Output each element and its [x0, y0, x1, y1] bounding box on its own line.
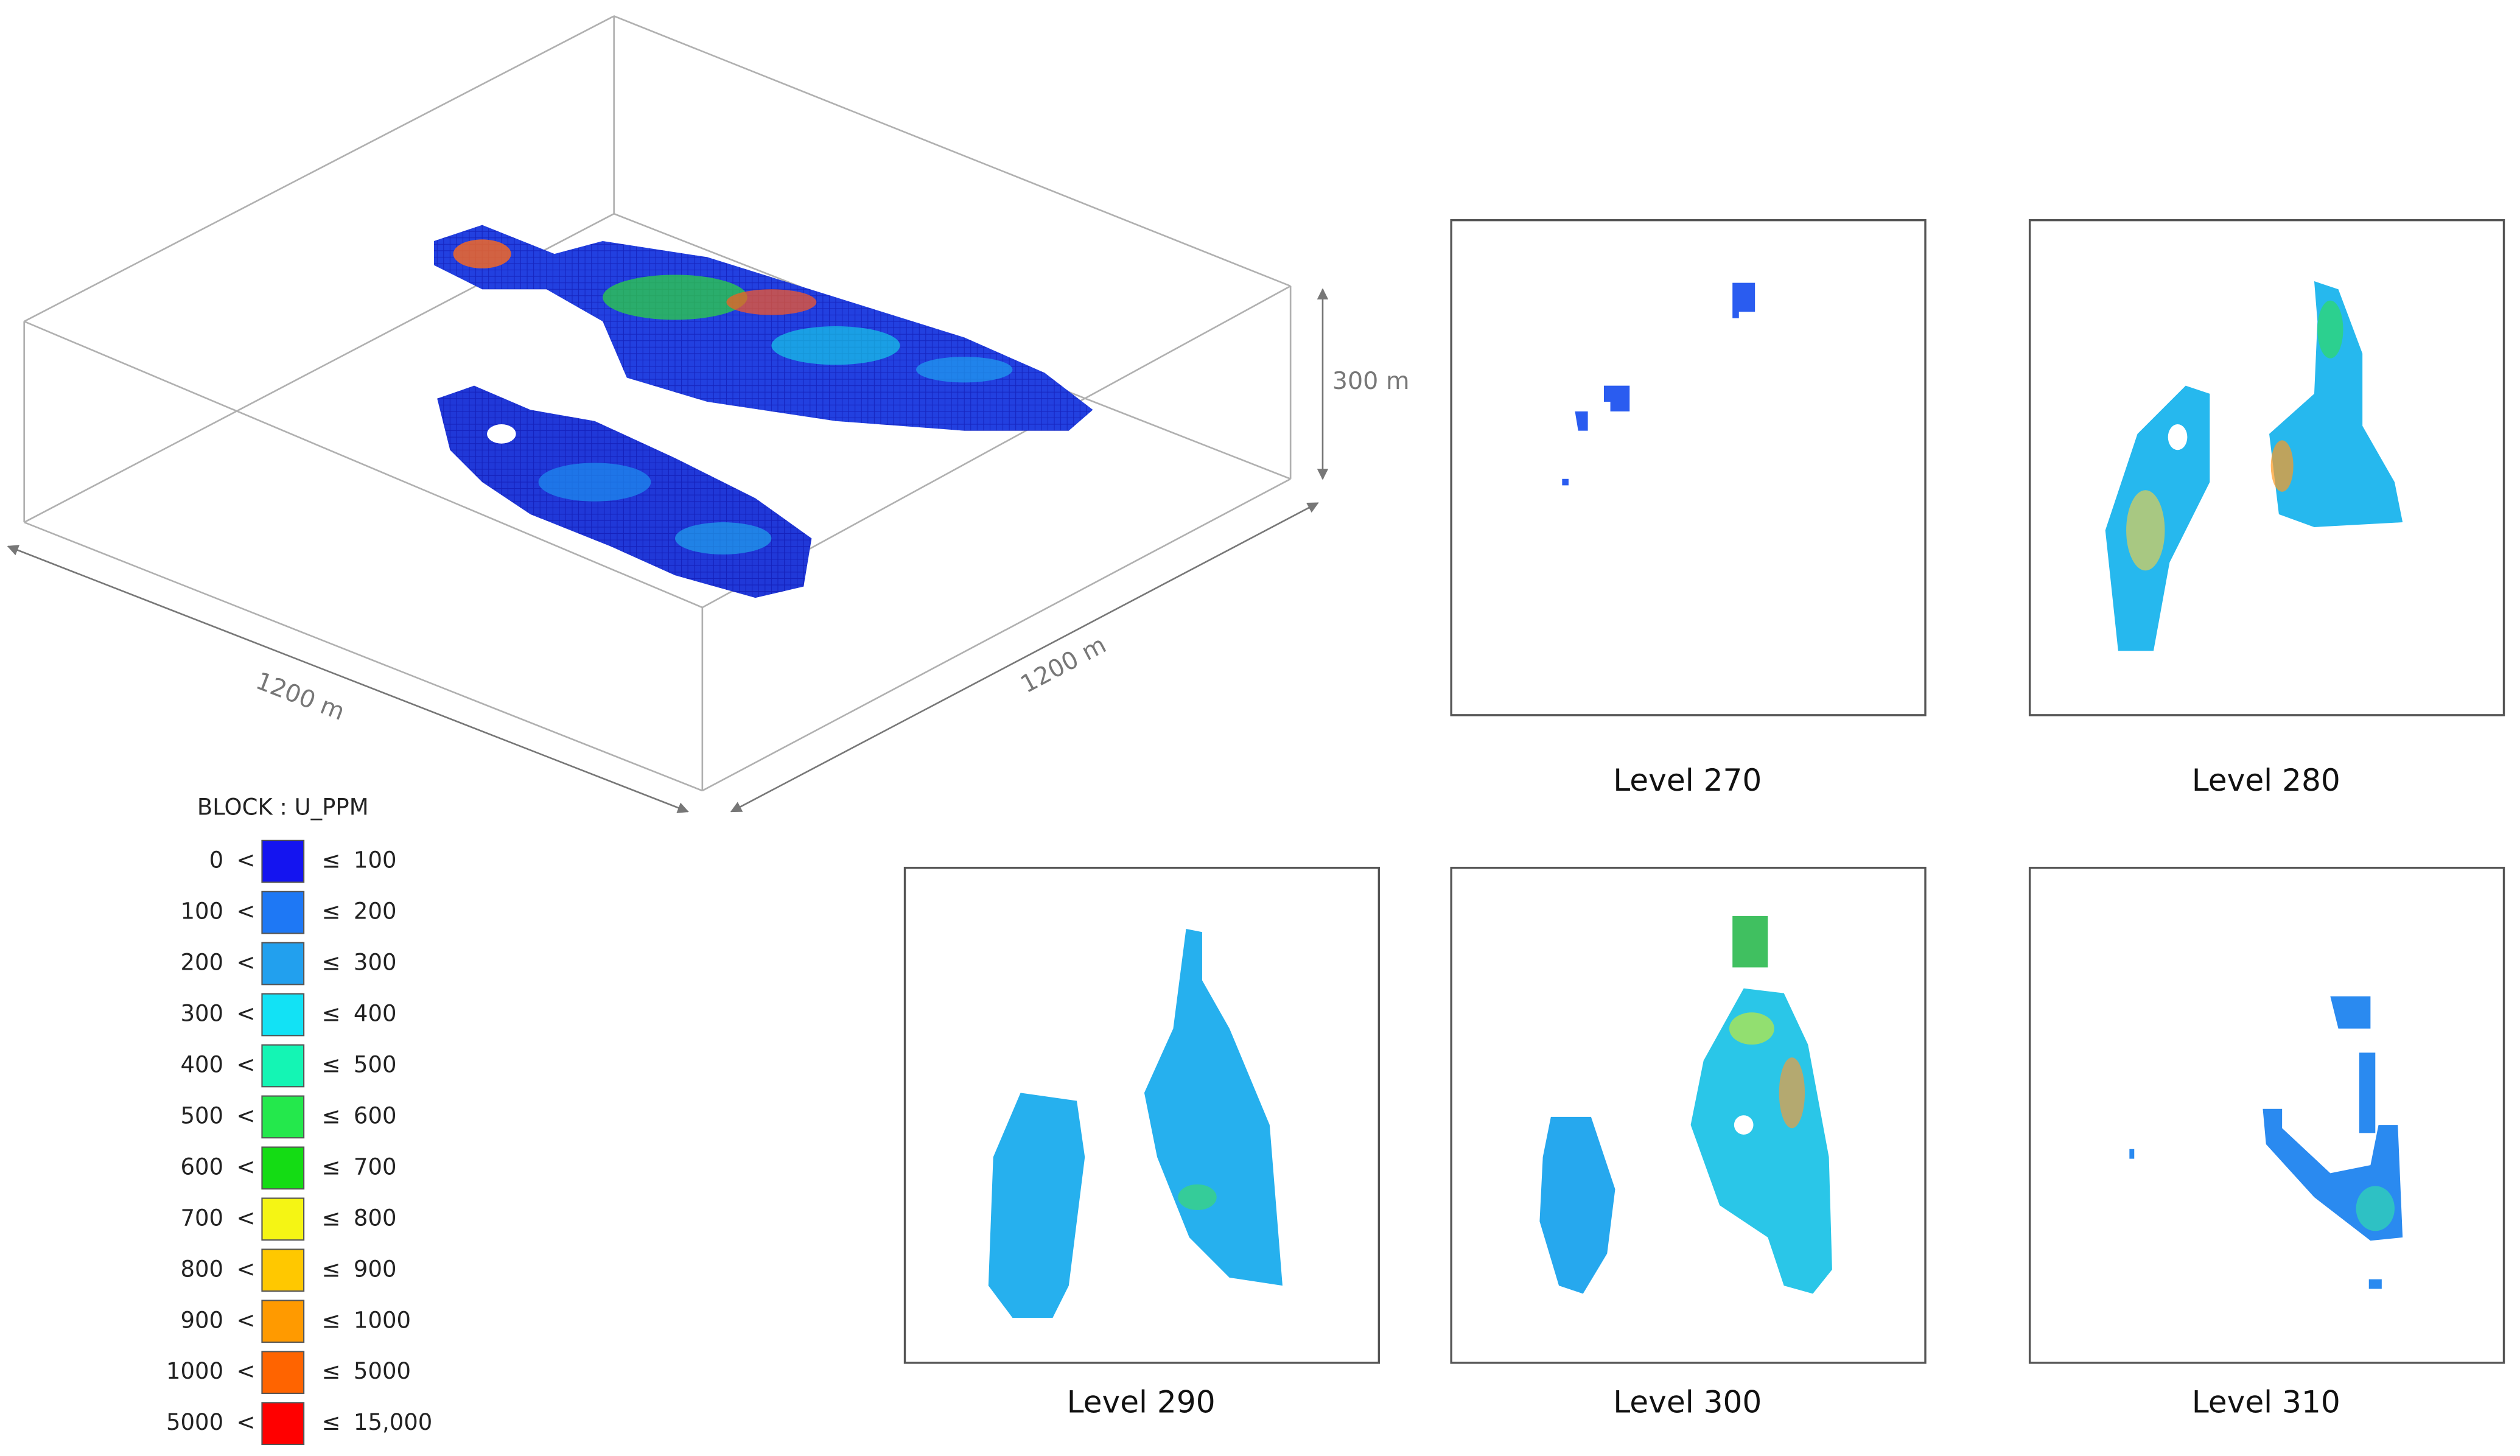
- legend-upper: 800: [354, 1205, 397, 1231]
- length-label: 1200 m: [252, 667, 348, 726]
- level-label: Level 310: [2192, 1384, 2340, 1420]
- legend-swatch: [261, 1351, 305, 1395]
- legend-swatch: [261, 1044, 305, 1088]
- legend-lower-symbol: <: [237, 1153, 256, 1180]
- level-label: Level 270: [1613, 762, 1762, 798]
- legend-swatch: [261, 942, 305, 985]
- level-label: Level 290: [1067, 1384, 1216, 1420]
- level-panel: Level 300: [1450, 866, 1927, 1420]
- legend-upper: 600: [354, 1102, 397, 1129]
- level-panel: Level 280: [2028, 219, 2505, 798]
- legend-upper: 300: [354, 950, 397, 976]
- legend-lower-symbol: <: [237, 1102, 256, 1129]
- legend-upper: 400: [354, 1001, 397, 1027]
- level-label: Level 300: [1613, 1384, 1762, 1420]
- legend-lower-symbol: <: [237, 1307, 256, 1333]
- legend-lower: 5000: [166, 1409, 223, 1435]
- legend-lower: 100: [181, 898, 224, 925]
- legend-upper-symbol: ≤: [321, 898, 340, 925]
- length-arrow: [7, 545, 689, 813]
- legend-lower-symbol: <: [237, 898, 256, 925]
- legend-swatch: [261, 891, 305, 934]
- legend-lower: 500: [181, 1102, 224, 1129]
- legend-upper: 500: [354, 1051, 397, 1077]
- legend-upper-symbol: ≤: [321, 847, 340, 873]
- legend-lower: 1000: [166, 1358, 223, 1384]
- legend-lower: 900: [181, 1307, 224, 1333]
- legend-swatch: [261, 1402, 305, 1446]
- legend-lower: 300: [181, 1001, 224, 1027]
- legend-upper-symbol: ≤: [321, 950, 340, 976]
- legend: 0 < ≤100 100 < ≤200 200 < ≤300 300 < ≤400 400 < ≤500 50…: [166, 839, 432, 1446]
- legend-upper-symbol: ≤: [321, 1409, 340, 1435]
- legend-upper: 5000: [354, 1358, 411, 1384]
- legend-lower-symbol: <: [237, 847, 256, 873]
- level-panel: Level 270: [1450, 219, 1927, 798]
- legend-upper: 100: [354, 847, 397, 873]
- legend-swatch: [261, 1248, 305, 1292]
- legend-lower-symbol: <: [237, 950, 256, 976]
- width-arrow: [730, 502, 1319, 813]
- legend-upper: 700: [354, 1153, 397, 1180]
- legend-lower: 700: [181, 1205, 224, 1231]
- legend-upper: 1000: [354, 1307, 411, 1333]
- legend-swatch: [261, 839, 305, 883]
- legend-swatch: [261, 1146, 305, 1190]
- level-panel: Level 310: [2028, 866, 2505, 1420]
- legend-upper-symbol: ≤: [321, 1256, 340, 1282]
- legend-upper: 200: [354, 898, 397, 925]
- legend-swatch: [261, 1095, 305, 1139]
- legend-lower-symbol: <: [237, 1001, 256, 1027]
- legend-lower-symbol: <: [237, 1051, 256, 1077]
- legend-upper-symbol: ≤: [321, 1307, 340, 1333]
- legend-lower: 600: [181, 1153, 224, 1180]
- legend-lower: 0: [209, 847, 224, 873]
- ore-bodies: [433, 225, 1093, 598]
- legend-lower: 400: [181, 1051, 224, 1077]
- legend-lower: 200: [181, 950, 224, 976]
- height-label: 300 m: [1332, 367, 1410, 395]
- legend-swatch: [261, 1300, 305, 1343]
- legend-lower-symbol: <: [237, 1409, 256, 1435]
- legend-swatch: [261, 993, 305, 1037]
- legend-title: BLOCK : U_PPM: [197, 794, 369, 821]
- width-label: 1200 m: [1016, 631, 1111, 699]
- legend-swatch: [261, 1197, 305, 1241]
- legend-upper-symbol: ≤: [321, 1358, 340, 1384]
- legend-upper-symbol: ≤: [321, 1153, 340, 1180]
- legend-lower: 800: [181, 1256, 224, 1282]
- level-label: Level 280: [2192, 762, 2340, 798]
- legend-lower-symbol: <: [237, 1205, 256, 1231]
- block-model-box: [23, 15, 1292, 792]
- legend-upper-symbol: ≤: [321, 1102, 340, 1129]
- legend-upper-symbol: ≤: [321, 1205, 340, 1231]
- legend-lower-symbol: <: [237, 1256, 256, 1282]
- legend-upper-symbol: ≤: [321, 1051, 340, 1077]
- legend-upper: 900: [354, 1256, 397, 1282]
- legend-upper-symbol: ≤: [321, 1001, 340, 1027]
- legend-lower-symbol: <: [237, 1358, 256, 1384]
- level-panel: Level 290: [903, 866, 1381, 1420]
- legend-upper: 15,000: [354, 1409, 432, 1435]
